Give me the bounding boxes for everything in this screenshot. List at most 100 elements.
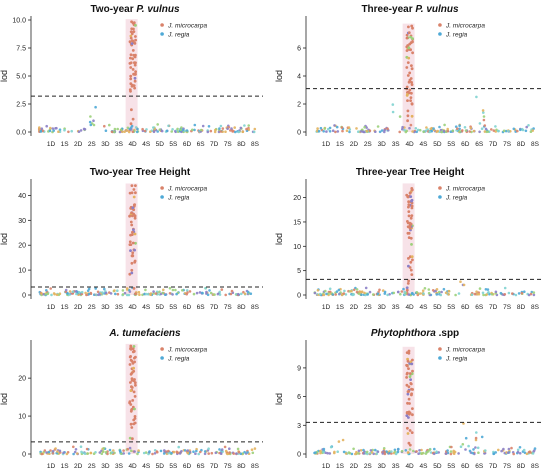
peak-point [131,251,135,255]
snp-point [206,130,210,134]
peak-point [409,378,412,381]
snp-point [207,125,211,128]
legend-label: J. microcarpa [167,22,207,29]
peak-point [408,429,412,432]
peak-point [134,53,137,57]
snp-point [158,128,162,131]
snp-point [243,450,246,454]
y-axis-label: lod [0,233,9,245]
snp-point [516,450,520,454]
snp-point [54,127,57,130]
x-tick-label: 4S [420,463,429,470]
snp-point [106,452,109,456]
panel-title: Two-year P. vulnus [90,4,180,15]
snp-point [127,130,131,134]
y-tick-label: 0.0 [16,130,26,137]
snp-point [475,293,479,296]
peak-point [130,211,134,215]
snp-point [533,447,537,450]
snp-point [482,118,486,122]
snp-point [411,291,414,295]
x-tick-label: 3D [101,141,110,148]
snp-point [333,124,336,127]
x-tick-label: 8D [237,141,246,148]
snp-point [230,289,234,293]
snp-point [480,127,484,130]
peak-point [128,88,132,91]
snp-point [521,128,525,132]
peak-point [407,257,410,260]
snp-point [178,452,182,455]
snp-point [431,289,435,292]
snp-point [112,449,115,452]
snp-point [45,124,48,128]
peak-point [406,93,409,96]
snp-point [484,127,488,131]
y-tick-label: 10 [293,244,301,251]
snp-point [101,291,104,294]
snp-point [511,292,514,295]
snp-point [171,128,174,131]
peak-point [133,61,136,65]
peak-point [129,82,133,86]
snp-point [516,129,519,133]
peak-point [407,25,410,29]
y-axis-label: lod [274,70,284,82]
snp-point [152,126,155,129]
snp-point [232,452,235,455]
snp-point [192,450,195,454]
snp-point [213,130,217,134]
y-axis-label: lod [0,393,9,405]
peak-point [406,61,410,64]
y-tick-label: 0 [22,293,26,300]
peak-point [408,372,412,375]
snp-point [492,129,496,132]
snp-point [382,447,386,450]
snp-point [525,125,528,129]
snp-point [92,119,95,122]
legend: J. microcarpa J. regia [438,185,485,201]
x-tick-label: 5S [169,141,178,148]
y-tick-label: 15 [293,219,301,226]
legend-label: J. microcarpa [167,185,207,192]
snp-point [442,129,446,133]
snp-point [193,128,196,132]
x-tick-label: 1D [47,463,56,470]
peak-point [407,279,410,283]
peak-point [133,86,137,90]
snp-point [228,447,231,451]
snp-point [167,449,170,453]
peak-point [410,114,414,118]
snp-point [451,129,455,132]
snp-point [85,447,89,451]
x-tick-label: 2S [364,463,373,470]
snp-point [167,124,170,128]
x-tick-label: 1S [61,304,70,311]
snp-point [65,452,69,456]
peak-point [133,42,137,45]
peak-point [129,344,133,348]
snp-point [326,451,329,455]
peak-point [408,443,412,447]
panel-title-text: Two-year [90,4,136,15]
snp-point [459,280,462,284]
peak-point [130,42,134,45]
peak-point [405,376,408,379]
x-tick-label: 6S [197,304,206,311]
peak-point [407,397,411,401]
snp-point [516,448,520,452]
y-tick-label: 6 [297,394,301,401]
legend: J. microcarpa J. regia [438,346,485,362]
x-tick-label: 6S [475,304,484,311]
peak-point [132,345,136,348]
snp-point [219,124,223,128]
chart-panel-6: Phytophthora .spp 0 3 6 9 lod 1D 1S 2D 2S 3D 3S 4D 4S… [274,328,543,470]
snp-point [514,293,518,297]
peak-point [410,102,414,106]
snp-point [494,125,497,128]
snp-point [383,128,386,132]
snp-point [510,446,513,450]
snp-point [464,448,467,451]
peak-point [408,88,412,92]
peak-point [405,364,409,367]
